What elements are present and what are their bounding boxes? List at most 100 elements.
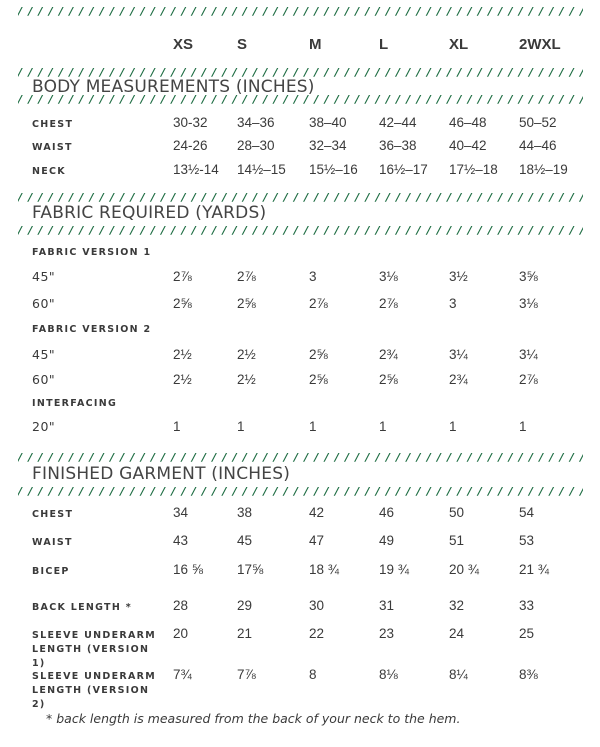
dash-divider: ////////////////////////////////////////…: [18, 68, 583, 78]
cell-value: 30: [309, 598, 325, 613]
cell-value: 8⅜: [519, 667, 538, 682]
cell-value: 22: [309, 626, 325, 641]
cell-value: 2⅞: [237, 269, 256, 284]
cell-value: 38: [237, 505, 253, 520]
cell-value: 33: [519, 598, 535, 613]
cell-value: 3: [309, 269, 317, 284]
size-header-xl: XL: [449, 36, 469, 53]
cell-value: 3⅛: [379, 269, 398, 284]
cell-value: 3⅛: [519, 296, 538, 311]
fabric-group-label: FABRIC VERSION 1: [32, 247, 152, 258]
row-label: CHEST: [32, 509, 74, 520]
cell-value: 46–48: [449, 115, 487, 130]
cell-value: 3: [449, 296, 457, 311]
cell-value: 18 ¾: [309, 562, 340, 577]
cell-value: 50: [449, 505, 465, 520]
dash-divider: ////////////////////////////////////////…: [18, 226, 583, 236]
cell-value: 8¼: [449, 667, 468, 682]
cell-value: 8⅛: [379, 667, 398, 682]
cell-value: 2⅝: [237, 296, 256, 311]
row-label: BACK LENGTH *: [32, 602, 132, 613]
fabric-group-label: INTERFACING: [32, 398, 118, 409]
cell-value: 50–52: [519, 115, 557, 130]
row-label: 20": [32, 419, 56, 434]
finished-garment-heading: FINISHED GARMENT (INCHES): [32, 464, 291, 484]
cell-value: 24: [449, 626, 465, 641]
cell-value: 16½–17: [379, 162, 428, 177]
cell-value: 2⅞: [519, 372, 538, 387]
cell-value: 31: [379, 598, 395, 613]
cell-value: 28: [173, 598, 189, 613]
cell-value: 44–46: [519, 138, 557, 153]
cell-value: 20: [173, 626, 189, 641]
fabric-group-label: FABRIC VERSION 2: [32, 324, 152, 335]
cell-value: 1: [237, 419, 245, 434]
cell-value: 2⅝: [309, 347, 328, 362]
cell-value: 25: [519, 626, 535, 641]
cell-value: 3¼: [449, 347, 468, 362]
cell-value: 17½–18: [449, 162, 498, 177]
row-label: WAIST: [32, 142, 73, 153]
cell-value: 21 ¾: [519, 562, 550, 577]
cell-value: 23: [379, 626, 395, 641]
cell-value: 3⅝: [519, 269, 538, 284]
cell-value: 18½–19: [519, 162, 568, 177]
cell-value: 2⅞: [379, 296, 398, 311]
cell-value: 2⅝: [173, 296, 192, 311]
cell-value: 2¾: [449, 372, 468, 387]
cell-value: 17⅝: [237, 562, 264, 577]
cell-value: 29: [237, 598, 253, 613]
cell-value: 45: [237, 533, 253, 548]
cell-value: 1: [519, 419, 527, 434]
row-label: NECK: [32, 166, 66, 177]
cell-value: 21: [237, 626, 253, 641]
cell-value: 2⅞: [309, 296, 328, 311]
cell-value: 16 ⅝: [173, 562, 204, 577]
cell-value: 2⅞: [173, 269, 192, 284]
cell-value: 14½–15: [237, 162, 286, 177]
row-label: 45": [32, 269, 56, 284]
cell-value: 2½: [237, 372, 256, 387]
size-header-l: L: [379, 36, 389, 53]
cell-value: 20 ¾: [449, 562, 480, 577]
row-label: BICEP: [32, 566, 70, 577]
cell-value: 30-32: [173, 115, 208, 130]
row-label: WAIST: [32, 537, 73, 548]
cell-value: 7⅞: [237, 667, 256, 682]
cell-value: 43: [173, 533, 189, 548]
cell-value: 19 ¾: [379, 562, 410, 577]
cell-value: 13½-14: [173, 162, 219, 177]
cell-value: 49: [379, 533, 395, 548]
cell-value: 2⅝: [379, 372, 398, 387]
cell-value: 1: [379, 419, 387, 434]
cell-value: 15½–16: [309, 162, 358, 177]
cell-value: 1: [173, 419, 181, 434]
cell-value: 32–34: [309, 138, 347, 153]
row-label: SLEEVE UNDERARM LENGTH (VERSION 2): [32, 671, 156, 710]
cell-value: 34–36: [237, 115, 275, 130]
body-measurements-heading: BODY MEASUREMENTS (INCHES): [32, 77, 315, 97]
cell-value: 2½: [237, 347, 256, 362]
cell-value: 40–42: [449, 138, 487, 153]
cell-value: 1: [449, 419, 457, 434]
fabric-required-heading: FABRIC REQUIRED (YARDS): [32, 203, 267, 223]
cell-value: 2⅝: [309, 372, 328, 387]
cell-value: 46: [379, 505, 395, 520]
footnote: * back length is measured from the back …: [46, 711, 461, 726]
size-header-s: S: [237, 36, 248, 53]
row-label: SLEEVE UNDERARM LENGTH (VERSION 1): [32, 630, 156, 669]
size-header-xs: XS: [173, 36, 194, 53]
cell-value: 8: [309, 667, 317, 682]
row-label: CHEST: [32, 119, 74, 130]
dash-divider: ////////////////////////////////////////…: [18, 95, 583, 105]
cell-value: 7¾: [173, 667, 192, 682]
row-label: 60": [32, 296, 56, 311]
cell-value: 3½: [449, 269, 468, 284]
cell-value: 28–30: [237, 138, 275, 153]
cell-value: 3¼: [519, 347, 538, 362]
cell-value: 47: [309, 533, 325, 548]
cell-value: 24-26: [173, 138, 208, 153]
cell-value: 1: [309, 419, 317, 434]
dash-divider: ////////////////////////////////////////…: [18, 7, 583, 17]
cell-value: 34: [173, 505, 189, 520]
